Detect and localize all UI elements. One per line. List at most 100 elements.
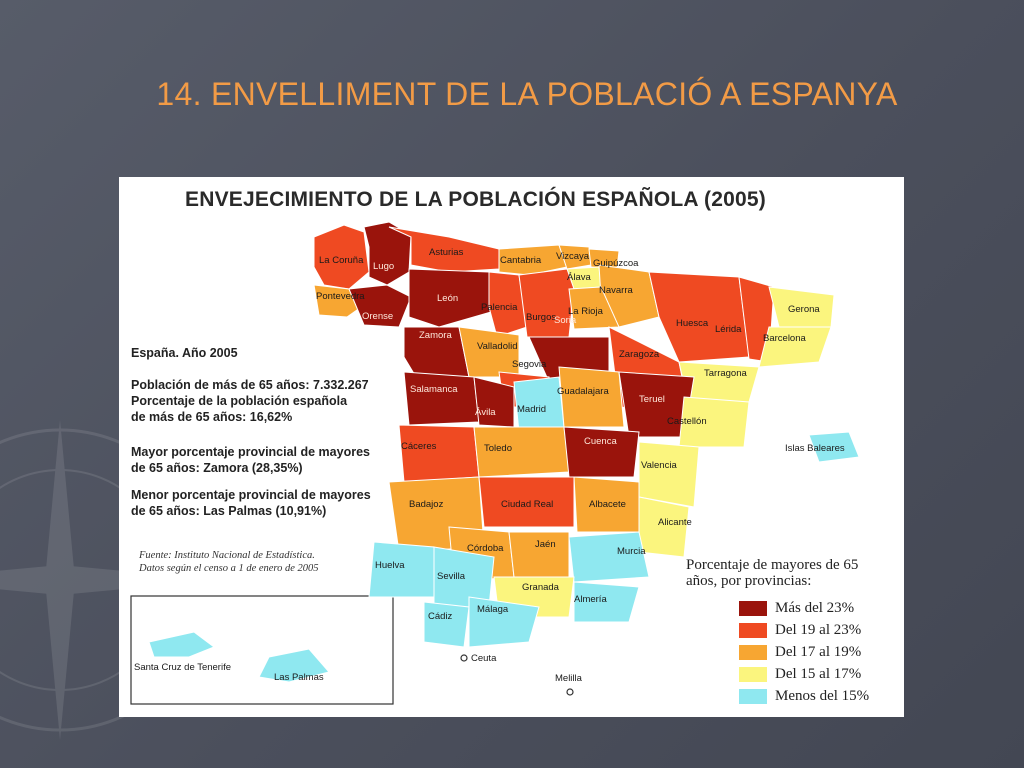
- legend-swatch: [739, 600, 767, 616]
- province-area: [558, 366, 625, 428]
- province-area: [518, 268, 575, 338]
- legend-label: Del 17 al 19%: [775, 643, 862, 660]
- province-area: [148, 631, 216, 658]
- province-label: Granada: [522, 582, 560, 593]
- province-area: [563, 426, 640, 478]
- province-label: Sevilla: [437, 571, 466, 582]
- province-area: [313, 224, 370, 290]
- province-area: [478, 476, 575, 528]
- info-population-line: Población de más de 65 años: 7.332.267: [131, 378, 369, 392]
- province-area: [398, 424, 480, 483]
- province-label: Burgos: [526, 312, 556, 323]
- province-area: [458, 326, 520, 378]
- legend-item: Menos del 15%: [739, 686, 869, 706]
- province-label: Ávila: [475, 407, 496, 418]
- province-area: [678, 396, 750, 448]
- province-area: [258, 648, 330, 683]
- info-max-line: Mayor porcentaje provincial de mayores: [131, 445, 370, 459]
- province-label: Valladolid: [477, 341, 518, 352]
- province-area: [408, 268, 492, 328]
- province-label: Guadalajara: [557, 386, 609, 397]
- info-min-line: Menor porcentaje provincial de mayores: [131, 488, 371, 502]
- province-area: [648, 271, 750, 363]
- province-label: Santa Cruz de Tenerife: [134, 662, 231, 673]
- slide-title: 14. ENVELLIMENT DE LA POBLACIÓ A ESPANYA: [156, 76, 898, 112]
- province-label: Jaén: [535, 539, 556, 550]
- province-area: [573, 581, 640, 623]
- province-label: Navarra: [599, 285, 634, 296]
- province-area: [488, 271, 528, 338]
- province-label: Gerona: [788, 304, 820, 315]
- info-heading: España. Año 2005: [131, 346, 238, 360]
- province-label: Guipúzcoa: [593, 258, 639, 269]
- province-area: [468, 596, 540, 648]
- legend-item: Más del 23%: [739, 598, 854, 618]
- province-label: Cáceres: [401, 441, 437, 452]
- legend-title-line: años, por provincias:: [686, 573, 812, 589]
- province-label: Madrid: [517, 404, 546, 415]
- province-label: Palencia: [481, 302, 518, 313]
- province-label: Cádiz: [428, 611, 453, 622]
- legend-item: Del 15 al 17%: [739, 664, 861, 684]
- legend-label: Más del 23%: [775, 599, 855, 616]
- map-figure: La Coruña Lugo Asturias Cantabria Vizcaya Gui…: [119, 177, 904, 717]
- legend-swatch: [739, 622, 767, 638]
- province-label: Cuenca: [584, 436, 617, 447]
- province-label: Pontevedra: [316, 291, 365, 302]
- province-label: Teruel: [639, 394, 665, 405]
- province-label: Córdoba: [467, 543, 504, 554]
- legend-title: Porcentaje de mayores de 65 años, por pr…: [686, 557, 858, 589]
- province-label: Soria: [554, 315, 577, 326]
- map-title: ENVEJECIMIENTO DE LA POBLACIÓN ESPAÑOLA …: [185, 188, 766, 211]
- province-label: Castellón: [667, 416, 707, 427]
- province-label: León: [437, 293, 458, 304]
- province-label: Tarragona: [704, 368, 747, 379]
- province-label: Vizcaya: [556, 251, 590, 262]
- province-label: Ciudad Real: [501, 499, 553, 510]
- source-line: Datos según el censo a 1 de enero de 200…: [139, 563, 319, 574]
- province-label: Albacete: [589, 499, 626, 510]
- legend-title-line: Porcentaje de mayores de 65: [686, 557, 859, 573]
- province-label: Lérida: [715, 324, 742, 335]
- province-label: Asturias: [429, 247, 464, 258]
- province-area: [808, 431, 860, 463]
- province-label: Lugo: [373, 261, 394, 272]
- legend-swatch: [739, 644, 767, 660]
- source-line: Fuente: Instituto Nacional de Estadístic…: [139, 550, 315, 561]
- province-label: Álava: [567, 272, 591, 283]
- legend-swatch: [739, 666, 767, 682]
- canary-inset-frame: [130, 595, 394, 705]
- info-min: Menor porcentaje provincial de mayores d…: [131, 487, 371, 519]
- source-note: Fuente: Instituto Nacional de Estadístic…: [139, 549, 319, 575]
- province-label: Segovia: [512, 359, 547, 370]
- spain-map: La Coruña Lugo Asturias Cantabria VizcayaGui…: [130, 221, 860, 705]
- province-label: Málaga: [477, 604, 509, 615]
- province-label: Melilla: [555, 673, 583, 684]
- province-label: Toledo: [484, 443, 512, 454]
- province-label: Huelva: [375, 560, 405, 571]
- province-label: Almería: [574, 594, 607, 605]
- info-population-line: Porcentaje de la población española: [131, 394, 348, 408]
- province-label: Zaragoza: [619, 349, 660, 360]
- legend-label: Menos del 15%: [775, 687, 870, 704]
- info-max-line: de 65 años: Zamora (28,35%): [131, 461, 303, 475]
- legend-label: Del 15 al 17%: [775, 665, 862, 682]
- province-label: Huesca: [676, 318, 709, 329]
- legend-item: Del 19 al 23%: [739, 620, 861, 640]
- info-population: Población de más de 65 años: 7.332.267 P…: [131, 377, 369, 425]
- legend-swatch: [739, 688, 767, 704]
- province-label: Salamanca: [410, 384, 458, 395]
- legend-item: Del 17 al 19%: [739, 642, 861, 662]
- province-label: Las Palmas: [274, 672, 324, 683]
- province-label: La Coruña: [319, 255, 364, 266]
- province-area: [403, 371, 480, 426]
- province-area: [568, 286, 620, 330]
- province-label: Islas Baleares: [785, 443, 845, 454]
- province-label: La Rioja: [568, 306, 604, 317]
- melilla-marker: [566, 688, 574, 696]
- info-max: Mayor porcentaje provincial de mayores d…: [131, 444, 370, 476]
- ceuta-marker: [460, 654, 468, 662]
- province-area: [638, 441, 700, 508]
- province-label: Alicante: [658, 517, 692, 528]
- legend-label: Del 19 al 23%: [775, 621, 862, 638]
